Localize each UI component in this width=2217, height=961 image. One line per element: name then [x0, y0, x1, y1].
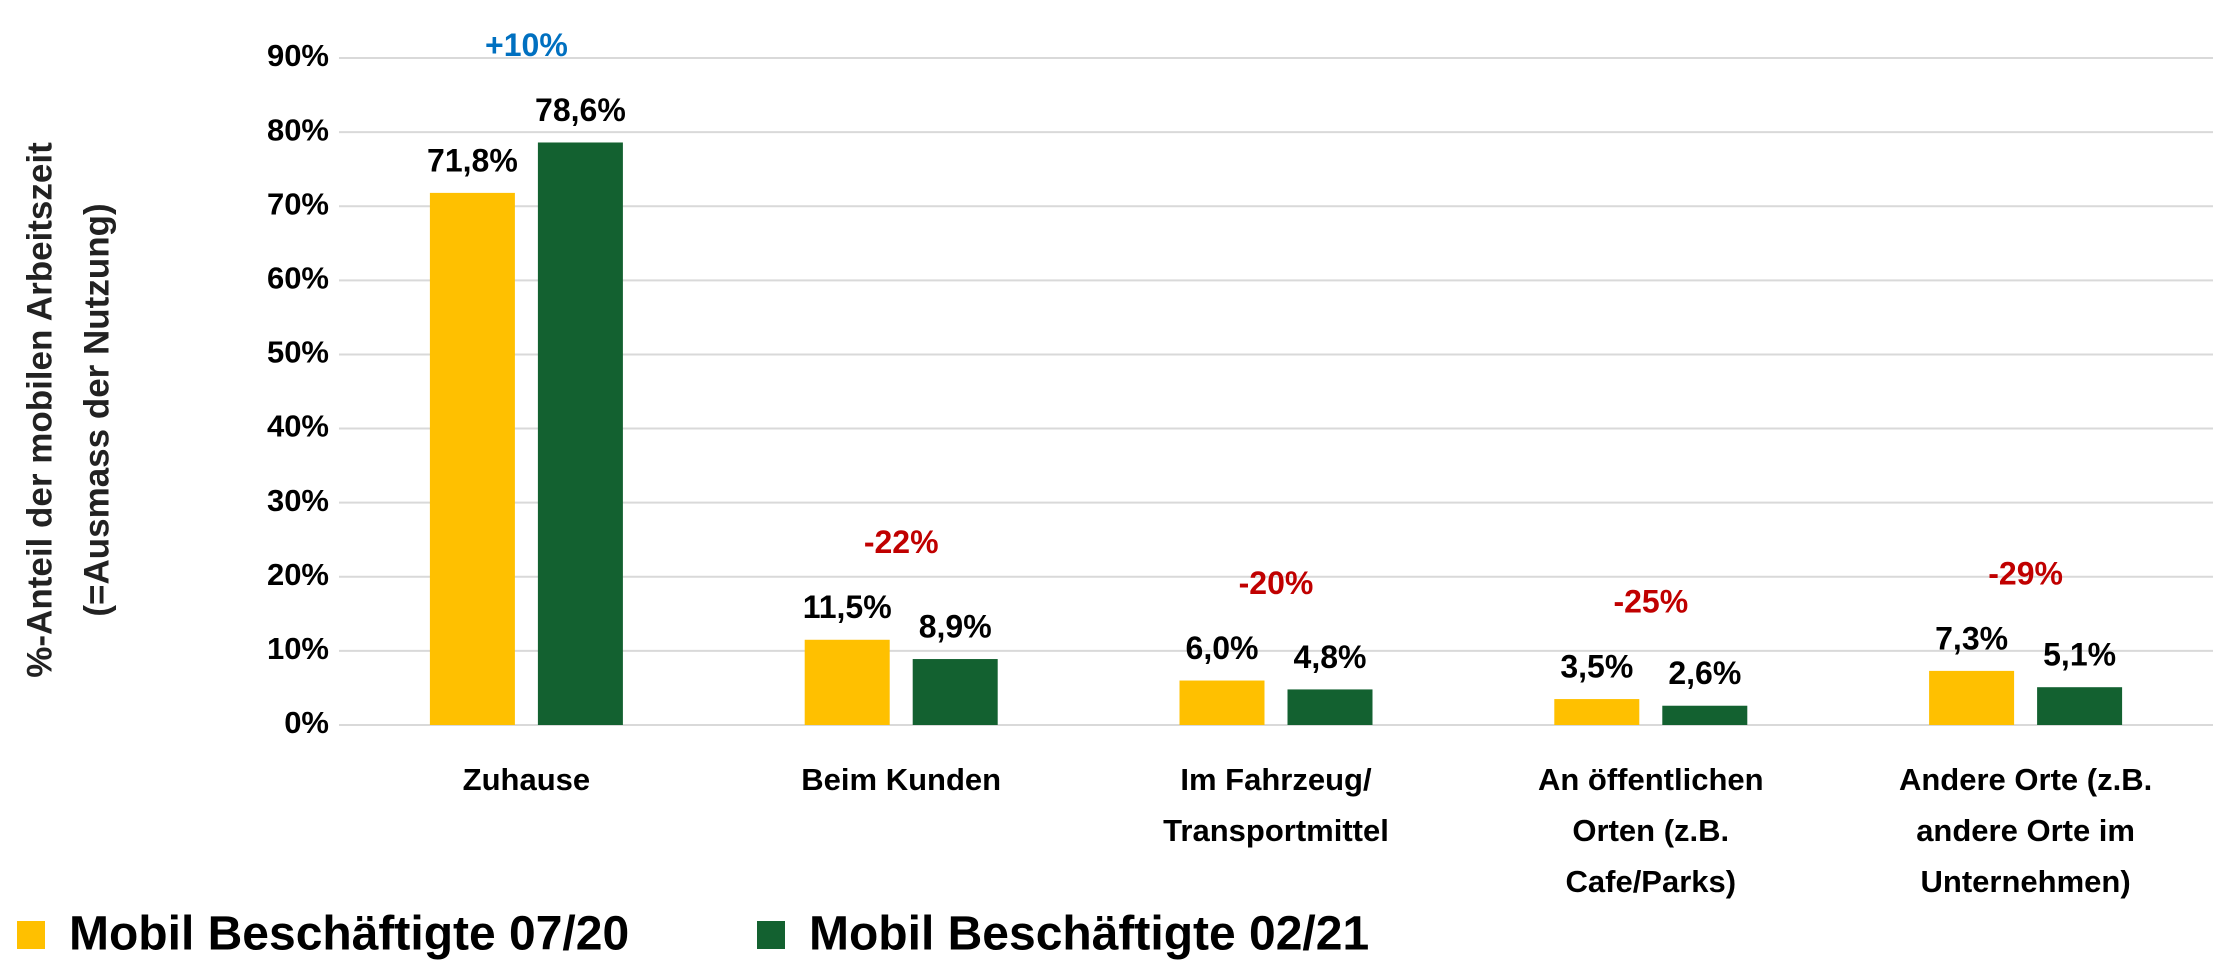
change-label: -25% [1613, 584, 1688, 620]
data-label: 78,6% [535, 92, 626, 128]
x-tick-label: Orten (z.B. [1572, 813, 1729, 848]
data-label: 11,5% [803, 589, 892, 625]
legend-label: Mobil Beschäftigte 07/20 [69, 908, 629, 961]
data-label: 5,1% [2043, 637, 2116, 673]
bar [912, 659, 998, 725]
y-tick-label: 30% [267, 483, 329, 518]
bar [2037, 687, 2123, 725]
y-tick-label: 20% [267, 557, 329, 592]
x-tick-label: An öffentlichen [1538, 762, 1764, 797]
legend-swatch [17, 921, 45, 949]
change-label: -29% [1988, 555, 2063, 591]
data-label: 71,8% [427, 142, 518, 178]
bar [1929, 670, 2015, 725]
change-label: -20% [1239, 565, 1314, 601]
bar [537, 142, 623, 725]
x-tick-label: Im Fahrzeug/ [1180, 762, 1372, 797]
y-axis-title: (=Ausmass der Nutzung) [77, 203, 116, 616]
change-label: +10% [485, 27, 568, 63]
data-label: 4,8% [1294, 639, 1367, 675]
x-tick-label: andere Orte im [1916, 813, 2135, 848]
y-axis-title: %-Anteil der mobilen Arbeitszeit [20, 142, 59, 678]
y-tick-label: 80% [267, 112, 329, 147]
data-label: 2,6% [1668, 655, 1741, 691]
legend-swatch [757, 921, 785, 949]
data-label: 3,5% [1560, 649, 1633, 685]
legend-label: Mobil Beschäftigte 02/21 [809, 908, 1369, 961]
y-tick-label: 50% [267, 335, 329, 370]
bar [1662, 705, 1748, 725]
y-tick-label: 10% [267, 631, 329, 666]
x-tick-label: Transportmittel [1163, 813, 1389, 848]
bar [1287, 689, 1373, 725]
y-tick-label: 40% [267, 409, 329, 444]
data-label: 6,0% [1186, 630, 1259, 666]
data-label: 8,9% [919, 608, 992, 644]
y-tick-label: 70% [267, 186, 329, 221]
bar [1554, 699, 1640, 725]
x-tick-label: Andere Orte (z.B. [1899, 762, 2152, 797]
bar [429, 192, 515, 726]
y-tick-label: 0% [284, 705, 329, 740]
data-label: 7,3% [1935, 620, 2008, 656]
x-tick-label: Unternehmen) [1921, 864, 2131, 899]
bar [1179, 680, 1265, 725]
x-tick-label: Cafe/Parks) [1566, 864, 1737, 899]
change-label: -22% [864, 524, 939, 560]
x-tick-label: Zuhause [463, 762, 590, 797]
bar [804, 639, 890, 725]
y-tick-label: 60% [267, 261, 329, 296]
x-tick-label: Beim Kunden [801, 762, 1001, 797]
y-tick-label: 90% [267, 38, 329, 73]
